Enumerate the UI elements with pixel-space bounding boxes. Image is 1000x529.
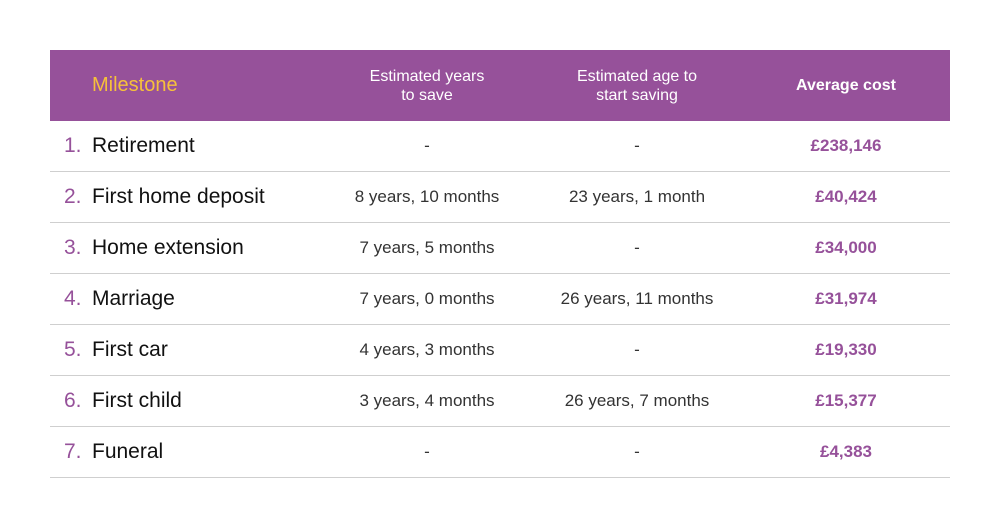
age-to-start: 26 years, 7 months xyxy=(564,391,710,410)
header-age-line2: start saving xyxy=(596,86,678,104)
table-row: 1. Retirement - - £238,146 xyxy=(50,121,950,172)
header-years-line1: Estimated years xyxy=(369,67,485,85)
years-to-save: 7 years, 5 months xyxy=(359,238,495,257)
years-to-save: - xyxy=(424,136,430,155)
years-to-save: 7 years, 0 months xyxy=(359,289,495,308)
milestone-name: Marriage xyxy=(92,287,175,310)
row-number: 6. xyxy=(64,389,82,412)
average-cost: £31,974 xyxy=(815,289,877,308)
age-to-start: - xyxy=(634,442,640,461)
age-to-start: - xyxy=(634,340,640,359)
average-cost: £4,383 xyxy=(820,442,872,461)
table-row: 6. First child 3 years, 4 months 26 year… xyxy=(50,376,950,427)
average-cost: £238,146 xyxy=(810,136,882,155)
milestone-name: First home deposit xyxy=(92,185,265,208)
table-row: 2. First home deposit 8 years, 10 months… xyxy=(50,172,950,223)
average-cost: £34,000 xyxy=(815,238,877,257)
average-cost: £15,377 xyxy=(815,391,877,410)
header-age-line1: Estimated age to xyxy=(576,67,698,85)
table-row: 4. Marriage 7 years, 0 months 26 years, … xyxy=(50,274,950,325)
years-to-save: 3 years, 4 months xyxy=(359,391,495,410)
header-years-line2: to save xyxy=(401,86,453,104)
average-cost: £40,424 xyxy=(815,187,877,206)
row-number: 1. xyxy=(64,134,82,157)
row-number: 4. xyxy=(64,287,82,310)
average-cost: £19,330 xyxy=(815,340,877,359)
row-number: 7. xyxy=(64,440,82,463)
milestone-cost-table: Milestone Estimated years to save Estima… xyxy=(50,50,950,478)
header-estimated-age: Estimated age to start saving xyxy=(532,50,742,121)
age-to-start: 26 years, 11 months xyxy=(560,289,714,308)
table-row: 3. Home extension 7 years, 5 months - £3… xyxy=(50,223,950,274)
milestone-name: First car xyxy=(92,338,168,361)
milestone-name: First child xyxy=(92,389,182,412)
row-number: 5. xyxy=(64,338,82,361)
header-milestone: Milestone xyxy=(92,74,178,96)
row-number: 2. xyxy=(64,185,82,208)
years-to-save: - xyxy=(424,442,430,461)
table-row: 7. Funeral - - £4,383 xyxy=(50,427,950,478)
header-average-cost: Average cost xyxy=(796,77,896,94)
age-to-start: - xyxy=(634,136,640,155)
header-estimated-years: Estimated years to save xyxy=(322,50,532,121)
milestone-name: Home extension xyxy=(92,236,244,259)
table-row: 5. First car 4 years, 3 months - £19,330 xyxy=(50,325,950,376)
years-to-save: 4 years, 3 months xyxy=(359,340,495,359)
years-to-save: 8 years, 10 months xyxy=(354,187,500,206)
milestone-name: Funeral xyxy=(92,440,164,463)
milestone-name: Retirement xyxy=(92,134,195,157)
table-header: Milestone Estimated years to save Estima… xyxy=(50,50,950,121)
age-to-start: - xyxy=(634,238,640,257)
row-number: 3. xyxy=(64,236,82,259)
age-to-start: 23 years, 1 month xyxy=(568,187,706,206)
